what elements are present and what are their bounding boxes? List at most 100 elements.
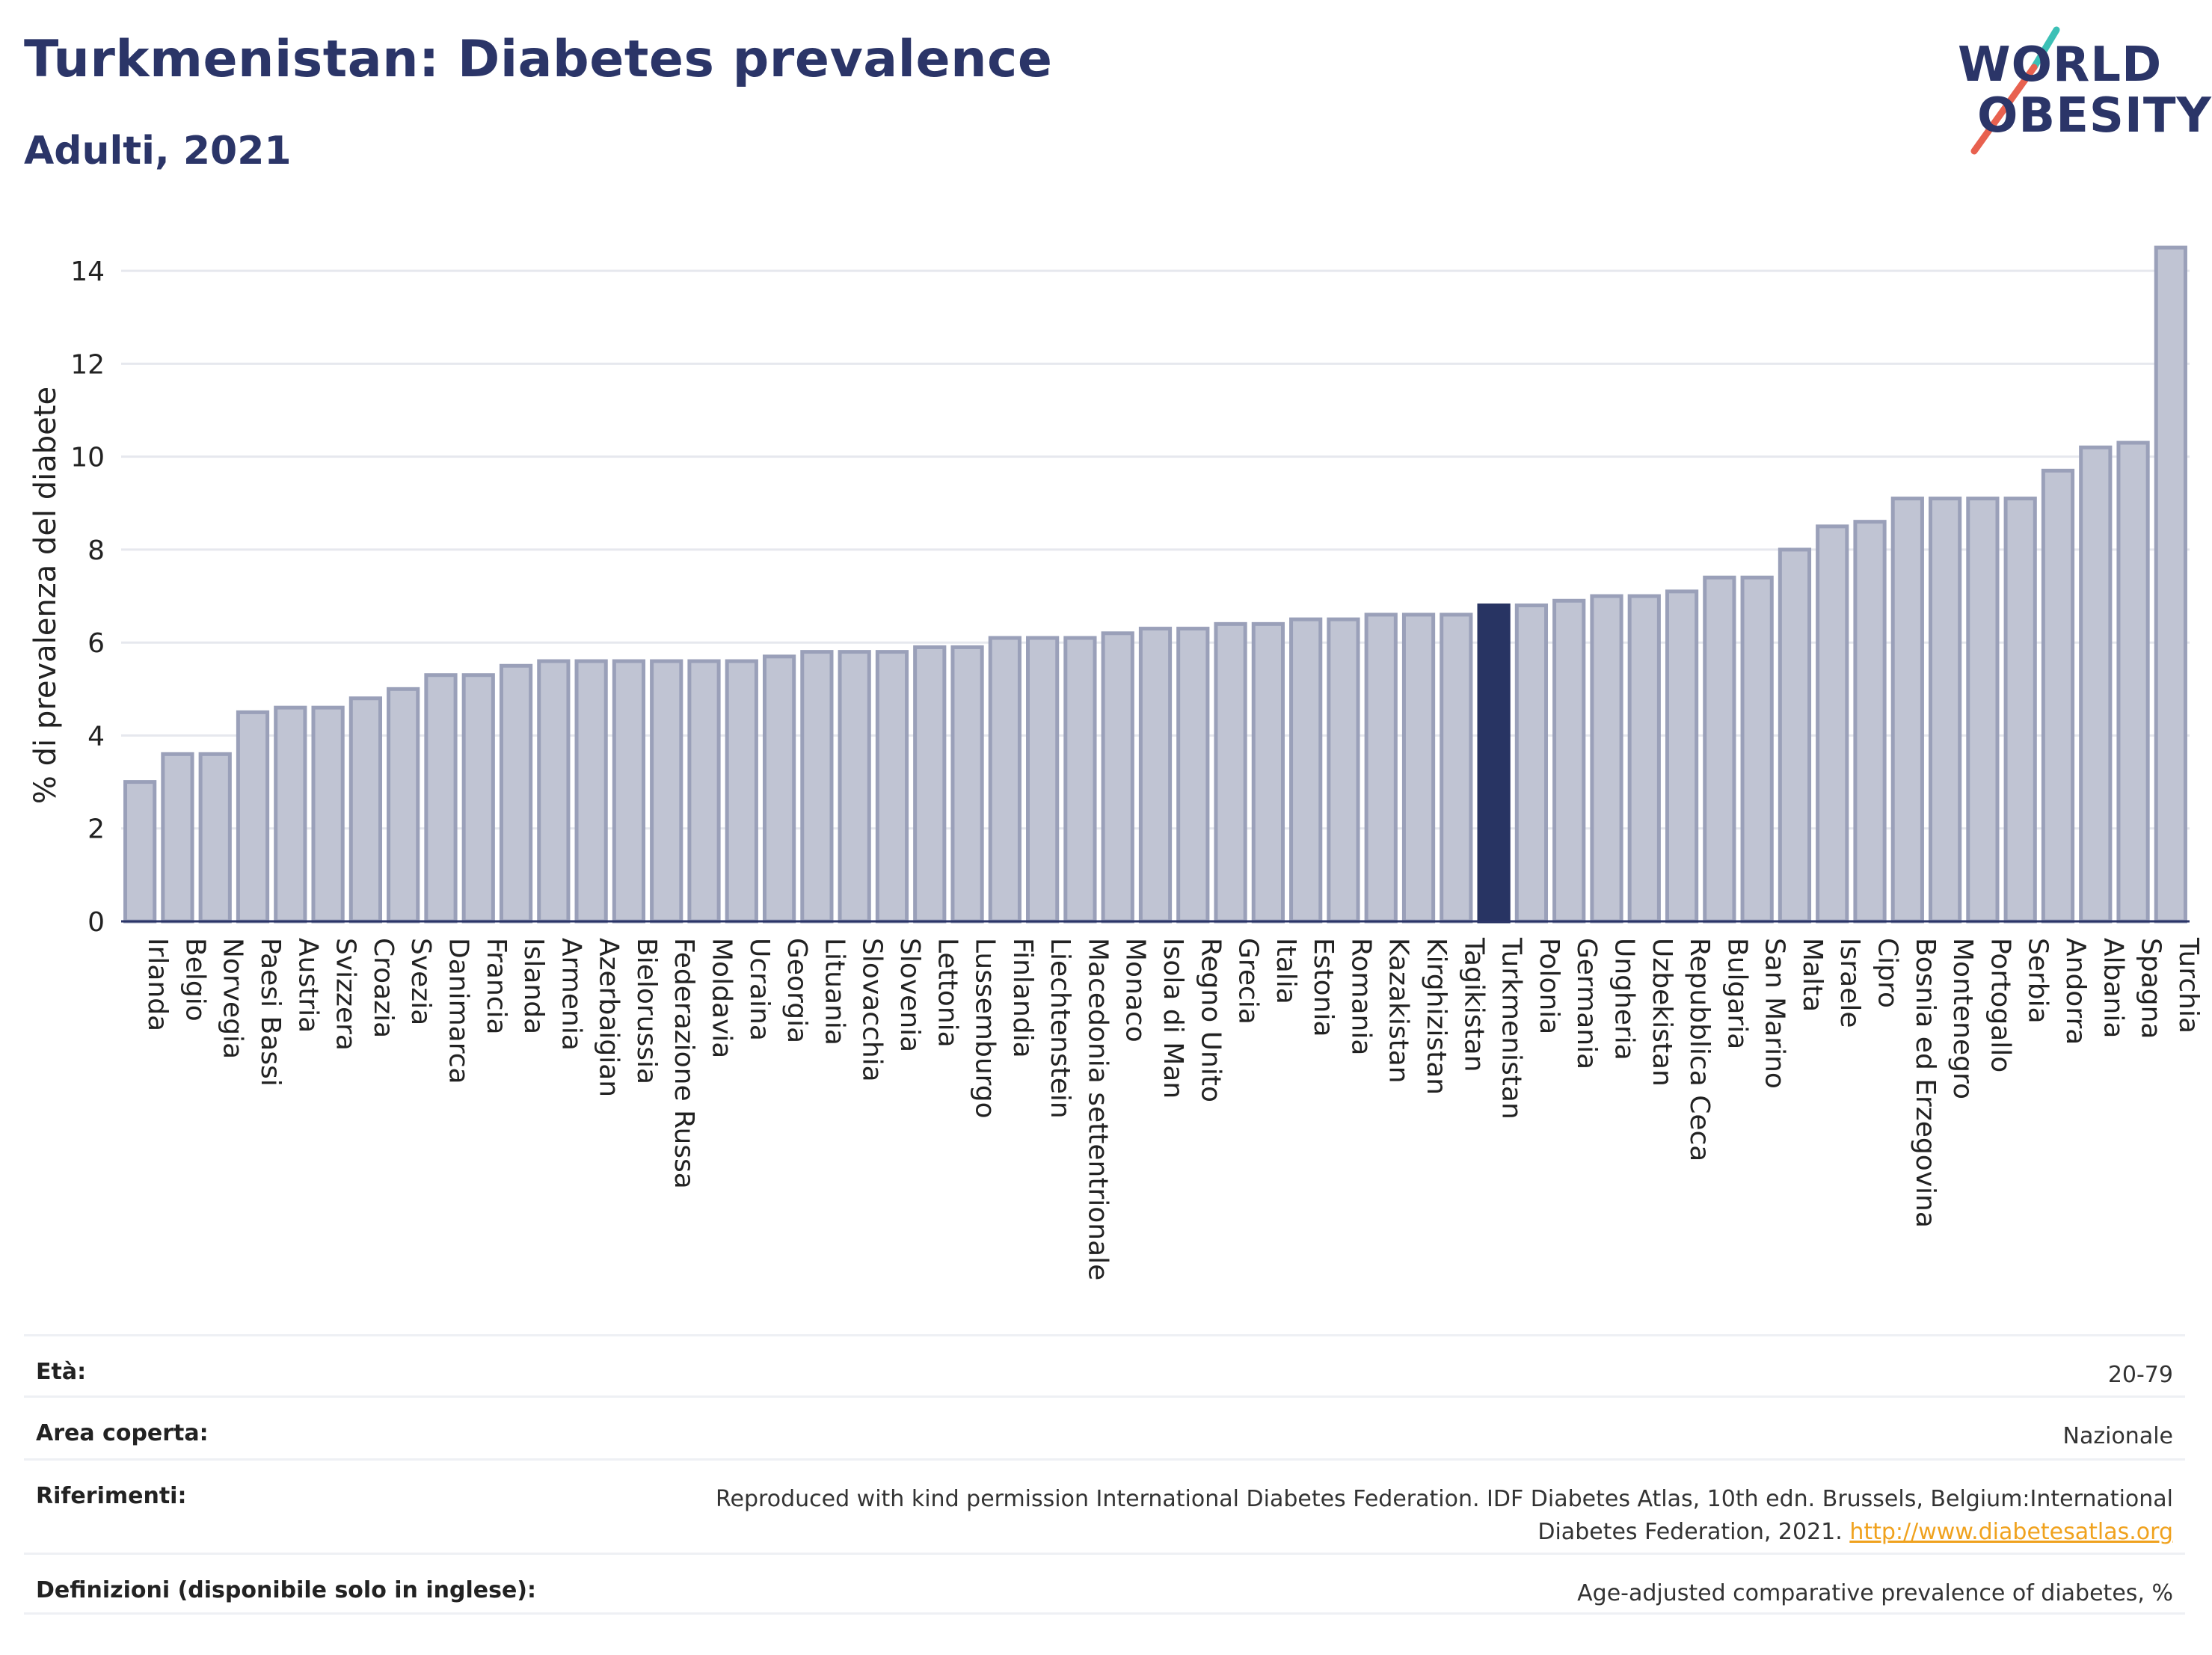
bar bbox=[1703, 575, 1736, 924]
x-tick-label: Svizzera bbox=[331, 938, 361, 1051]
bar-chart: 0 2 4 6 8 10 12 14 % di prevalenza del diabete Ir… bbox=[28, 245, 2204, 1280]
x-tick-label: Danimarca bbox=[443, 938, 473, 1084]
bar bbox=[1289, 617, 1323, 924]
x-tick-label: Uzbekistan bbox=[1647, 938, 1677, 1087]
bar bbox=[1627, 594, 1661, 924]
x-tick-label: Polonia bbox=[1534, 938, 1564, 1034]
x-tick-label: Lituania bbox=[819, 938, 850, 1045]
bar bbox=[198, 752, 232, 924]
x-tick-label: Bielorussia bbox=[631, 938, 662, 1084]
bar bbox=[1176, 627, 1210, 924]
references-text-line1: Reproduced with kind permission Internat… bbox=[716, 1486, 2173, 1512]
x-tick-label: Bosnia ed Erzegovina bbox=[1910, 938, 1941, 1228]
bar bbox=[762, 654, 796, 924]
x-tick-label: Turkmenistan bbox=[1496, 937, 1527, 1120]
y-tick-label: 6 bbox=[87, 628, 105, 659]
bar bbox=[1552, 598, 1586, 924]
info-value-definitions: Age-adjusted comparative prevalence of d… bbox=[1577, 1580, 2173, 1606]
world-obesity-logo[interactable]: WORLD OBESITY bbox=[1944, 22, 2211, 157]
x-tick-label: Grecia bbox=[1233, 938, 1264, 1025]
bar bbox=[1853, 520, 1887, 924]
info-label-references: Riferimenti: bbox=[36, 1483, 187, 1509]
info-value-age: 20-79 bbox=[2107, 1362, 2173, 1388]
y-tick-label: 2 bbox=[87, 814, 105, 845]
bar bbox=[2154, 245, 2187, 924]
bar bbox=[1401, 612, 1436, 924]
x-tick-label: Islanda bbox=[518, 938, 549, 1034]
bar bbox=[348, 696, 383, 924]
x-tick-label: Montenegro bbox=[1947, 938, 1978, 1099]
bar bbox=[274, 705, 307, 924]
info-row-age: Età: 20-79 bbox=[24, 1334, 2185, 1395]
bar bbox=[1214, 621, 1247, 924]
bar bbox=[2079, 445, 2113, 924]
page-subtitle: Adulti, 2021 bbox=[24, 129, 292, 174]
info-label-age: Età: bbox=[36, 1359, 87, 1385]
bar bbox=[1251, 621, 1285, 924]
bar bbox=[424, 673, 458, 924]
x-tick-label: Georgia bbox=[781, 938, 812, 1043]
x-tick-label: Lettonia bbox=[932, 938, 962, 1048]
bar bbox=[612, 659, 646, 924]
bar bbox=[2041, 468, 2075, 924]
x-tick-label: Romania bbox=[1345, 938, 1376, 1055]
x-tick-label: Ucraina bbox=[744, 938, 775, 1041]
bar bbox=[574, 659, 608, 924]
bar bbox=[1063, 636, 1097, 924]
bar bbox=[1026, 636, 1060, 924]
x-tick-label: Portogallo bbox=[1985, 938, 2015, 1072]
bar bbox=[1740, 575, 1774, 924]
bar bbox=[913, 645, 947, 924]
bar bbox=[988, 636, 1021, 924]
bar bbox=[1477, 603, 1511, 924]
x-tick-label: Moldavia bbox=[707, 938, 737, 1058]
bar bbox=[161, 752, 194, 924]
x-tick-label: Lussemburgo bbox=[970, 938, 1001, 1119]
x-tick-label: Croazia bbox=[368, 938, 399, 1038]
bar bbox=[1966, 497, 2000, 924]
bar bbox=[2116, 440, 2150, 924]
info-row-references: Riferimenti: Reproduced with kind permis… bbox=[24, 1458, 2185, 1553]
bar bbox=[236, 710, 270, 924]
x-tick-label: Estonia bbox=[1308, 938, 1339, 1037]
x-tick-label: Serbia bbox=[2023, 938, 2053, 1024]
bar bbox=[950, 645, 984, 924]
bar bbox=[1364, 612, 1398, 924]
logo-slash-icon bbox=[1970, 26, 2060, 155]
x-tick-label: Ungheria bbox=[1609, 938, 1639, 1060]
x-tick-label: Regno Unito bbox=[1195, 938, 1226, 1102]
bar bbox=[2003, 497, 2037, 924]
x-tick-label: Paesi Bassi bbox=[255, 938, 286, 1087]
x-tick-label: Cipro bbox=[1872, 938, 1903, 1008]
x-tick-label: Irlanda bbox=[142, 938, 173, 1031]
info-value-references: Reproduced with kind permission Internat… bbox=[716, 1483, 2173, 1549]
bar bbox=[123, 780, 157, 924]
x-tick-label: Federazione Russa bbox=[669, 938, 699, 1189]
y-tick-label: 10 bbox=[70, 443, 105, 473]
logo-text-world: WORLD bbox=[1958, 37, 2163, 93]
x-tick-label: Monaco bbox=[1120, 938, 1151, 1043]
logo-text-obesity: OBESITY bbox=[1977, 88, 2212, 144]
bar bbox=[875, 650, 909, 924]
x-tick-label: Israele bbox=[1834, 938, 1865, 1028]
x-tick-label: Italia bbox=[1271, 938, 1301, 1004]
x-tick-label: Francia bbox=[481, 938, 511, 1035]
x-tick-label: Liechtenstein bbox=[1045, 938, 1075, 1119]
x-tick-label: Repubblica Ceca bbox=[1684, 938, 1715, 1161]
x-tick-label: Slovacchia bbox=[857, 938, 888, 1082]
x-tick-label: Bulgaria bbox=[1721, 938, 1752, 1049]
x-tick-label: Svezia bbox=[405, 938, 436, 1025]
bar bbox=[1138, 627, 1173, 924]
info-value-area: Nazionale bbox=[2062, 1423, 2173, 1449]
info-label-area: Area coperta: bbox=[36, 1420, 209, 1446]
x-tick-label: Germania bbox=[1571, 938, 1602, 1069]
info-label-definitions: Definizioni (disponibile solo in inglese… bbox=[36, 1577, 536, 1603]
bar bbox=[687, 659, 721, 924]
bar bbox=[1665, 589, 1699, 924]
bar bbox=[461, 673, 495, 924]
references-link[interactable]: http://www.diabetesatlas.org bbox=[1849, 1519, 2173, 1545]
y-tick-label: 0 bbox=[87, 907, 105, 938]
bar bbox=[1514, 603, 1549, 924]
x-tick-label: Tagikistan bbox=[1458, 937, 1489, 1072]
x-tick-label: Armenia bbox=[556, 938, 586, 1051]
